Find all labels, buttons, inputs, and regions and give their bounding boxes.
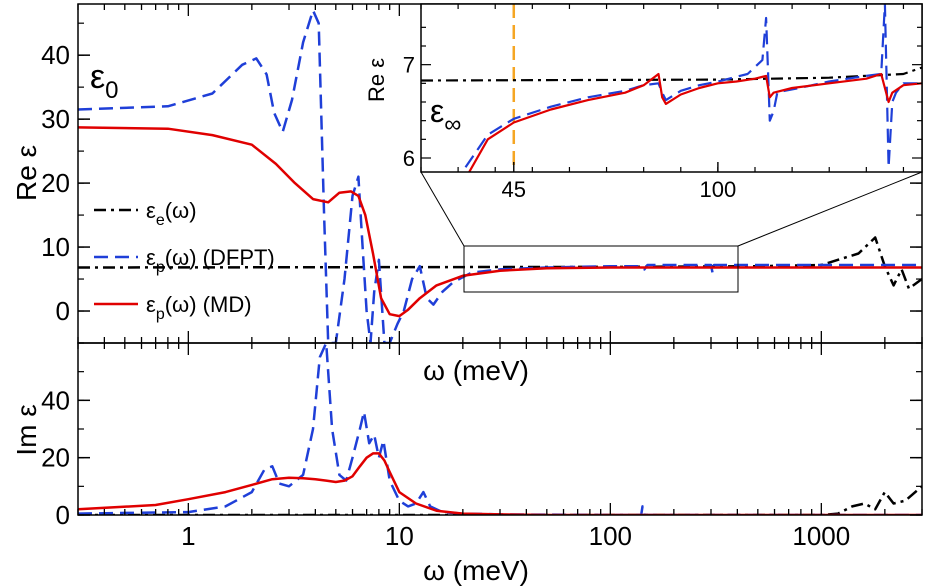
inset-y-tick-label: 7 — [403, 53, 415, 78]
x-axis-title: ω (meV) — [423, 355, 529, 386]
series-line-eps_e — [421, 66, 922, 82]
inset-panel: 6 7 45 100 Re ε ε∞ — [364, 3, 923, 202]
x-axis-title: ω (meV) — [423, 555, 529, 586]
zoom-connector-right — [737, 171, 923, 247]
legend-entry-md: εp(ω) (MD) — [146, 292, 252, 323]
y-tick-label: 0 — [56, 500, 70, 530]
inset-y-axis-title: Re ε — [364, 58, 389, 102]
epsilon-symbol: ε — [430, 93, 444, 129]
epsilon-zero-label: ε0 — [90, 58, 119, 104]
legend-rest: (ω) — [165, 198, 197, 223]
y-axis-title: Re ε — [11, 145, 42, 201]
panel-background — [421, 4, 922, 172]
x-tick-label: 1 — [181, 521, 195, 551]
y-axis-title: Im ε — [11, 404, 42, 455]
legend-sub: p — [156, 306, 165, 323]
series-group — [421, 4, 922, 172]
panel-frame — [420, 3, 923, 173]
y-tick-label: 40 — [41, 40, 70, 70]
y-tick-label: 40 — [41, 385, 70, 415]
zoom-connector-left — [420, 171, 465, 247]
series-line-md — [468, 72, 922, 172]
x-tick-label: 1000 — [792, 521, 850, 551]
y-tick-label: 10 — [41, 232, 70, 262]
series-line-md — [78, 126, 922, 318]
inset-x-tick-label: 100 — [700, 177, 737, 202]
y-tick-label: 20 — [41, 443, 70, 473]
legend-entry-dfpt: εp(ω) (DFPT) — [146, 245, 275, 276]
x-tick-label: 10 — [385, 521, 414, 551]
legend: εe(ω)εp(ω) (DFPT)εp(ω) (MD) — [94, 198, 275, 323]
epsilon-symbol: ε — [90, 58, 105, 96]
inset-x-tick-label: 45 — [502, 177, 526, 202]
epsilon-infinity-label: ε∞ — [430, 93, 461, 138]
legend-main: ε — [146, 292, 156, 317]
legend-entry-eps_e: εe(ω) — [146, 198, 197, 229]
y-tick-label: 0 — [56, 296, 70, 326]
im-epsilon-panel: 0 20 40 1 10 100 1000 Im ε ω (meV) — [11, 342, 923, 586]
series-line-dfpt — [464, 4, 922, 169]
x-tick-label: 100 — [589, 521, 632, 551]
zoom-indicator — [420, 171, 923, 293]
epsilon-subscript: ∞ — [444, 111, 461, 138]
legend-sub: e — [156, 212, 165, 229]
zoom-box — [463, 245, 739, 293]
y-tick-label: 20 — [41, 168, 70, 198]
legend-main: ε — [146, 245, 156, 270]
series-group — [78, 9, 922, 343]
inset-y-tick-label: 6 — [403, 146, 415, 171]
legend-sub: p — [156, 259, 165, 276]
y-tick-label: 30 — [41, 104, 70, 134]
epsilon-subscript: 0 — [105, 77, 118, 104]
series-line-md — [78, 452, 922, 515]
legend-rest: (ω) (DFPT) — [165, 245, 275, 270]
legend-main: ε — [146, 198, 156, 223]
legend-rest: (ω) (MD) — [165, 292, 252, 317]
